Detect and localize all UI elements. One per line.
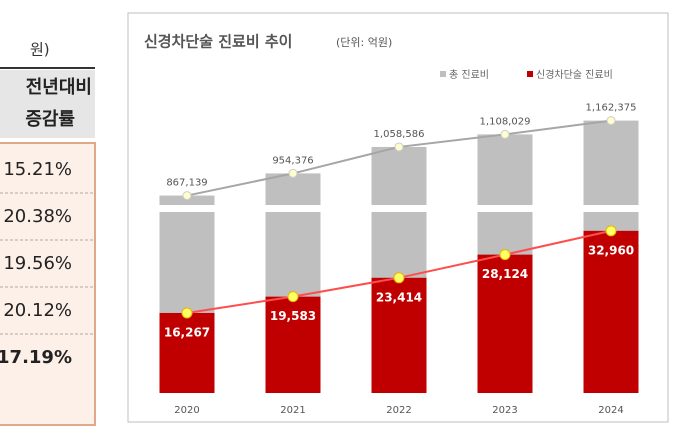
unit: 원): [30, 41, 50, 59]
point: [500, 129, 510, 139]
point: [393, 272, 405, 284]
bar: [265, 296, 321, 393]
value-label: 1,058,586: [374, 129, 425, 140]
point: [394, 142, 404, 152]
value-label: 1,162,375: [586, 103, 637, 114]
legend-swatch: [440, 71, 446, 77]
bar: [583, 230, 639, 393]
point: [605, 225, 617, 237]
rows-box: [0, 142, 96, 426]
value-label: 28,124: [482, 267, 528, 281]
value-label: 23,414: [376, 290, 422, 304]
bar: [371, 146, 427, 205]
x-tick-label: 2024: [598, 405, 623, 416]
bar: [159, 195, 215, 205]
table: 원) 전년대비 증감률 15.21% 20.38% 19.56% 20.12% 17.1…: [0, 41, 96, 426]
cell: 15.21%: [3, 159, 72, 180]
point: [499, 249, 511, 261]
chart-subtitle: (단위: 억원): [336, 36, 392, 49]
header: 전년대비: [26, 77, 92, 98]
value-label: 954,376: [272, 155, 313, 166]
header-bg: [0, 70, 95, 138]
bar: [477, 254, 533, 393]
legend-label: 총 진료비: [449, 69, 489, 81]
point: [181, 307, 193, 319]
chart-title: 신경차단술 진료비 추이: [144, 33, 292, 51]
x-tick-label: 2021: [280, 405, 305, 416]
bar: [477, 134, 533, 205]
cell: 19.56%: [3, 253, 72, 274]
value-label: 16,267: [164, 325, 210, 339]
value-label: 867,139: [166, 178, 207, 189]
legend-swatch: [527, 71, 533, 77]
bar: [159, 312, 215, 393]
bar: [265, 173, 321, 205]
cell: 20.38%: [3, 206, 72, 227]
cell: 17.19%: [0, 347, 72, 368]
header: 증감률: [25, 109, 75, 130]
x-tick-label: 2023: [492, 405, 517, 416]
legend-label: 신경차단술 진료비: [536, 68, 613, 81]
value-label: 32,960: [588, 243, 634, 257]
point: [287, 291, 299, 303]
value-label: 19,583: [270, 309, 316, 323]
cell: 20.12%: [3, 300, 72, 321]
value-label: 1,108,029: [480, 116, 531, 127]
point: [182, 191, 192, 201]
point: [288, 168, 298, 178]
bar: [583, 120, 639, 205]
x-tick-label: 2020: [174, 405, 199, 416]
x-tick-label: 2022: [386, 405, 411, 416]
point: [606, 116, 616, 126]
bar: [371, 277, 427, 393]
